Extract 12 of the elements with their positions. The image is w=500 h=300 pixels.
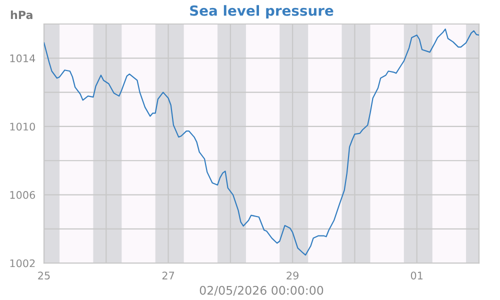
x-tick-label: 29	[286, 272, 298, 280]
y-tick-label: 1006	[10, 191, 36, 199]
y-tick-label: 1014	[10, 54, 36, 62]
chart-title: Sea level pressure	[190, 5, 334, 19]
x-axis-title: 02/05/2026 00:00:00	[200, 286, 324, 296]
line-series	[44, 28, 479, 256]
x-tick-label: 27	[162, 272, 174, 280]
y-tick-label: 1002	[10, 259, 35, 268]
x-tick-label: 01	[410, 272, 423, 280]
x-tick-label: 25	[38, 272, 50, 280]
y-tick-label: 1010	[10, 122, 35, 131]
y-axis-title: hPa	[10, 10, 32, 20]
